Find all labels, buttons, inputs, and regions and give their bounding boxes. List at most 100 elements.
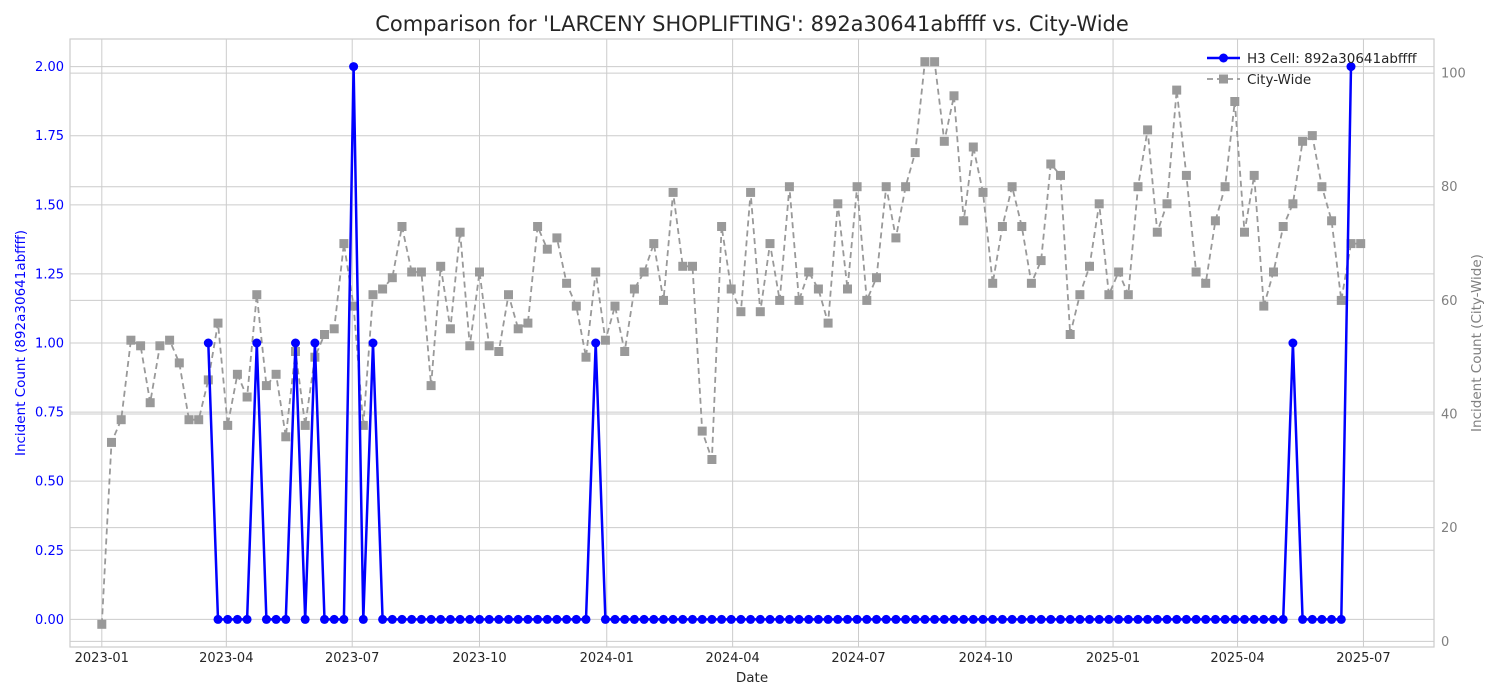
h3-series — [203, 62, 1356, 624]
h3-point — [562, 614, 572, 624]
city-wide-point — [387, 273, 397, 283]
city-wide-point — [281, 432, 291, 442]
h3-point — [523, 614, 533, 624]
city-wide-point — [1278, 222, 1288, 231]
h3-point — [881, 614, 891, 624]
city-wide-point — [843, 284, 852, 294]
city-wide-point — [1085, 261, 1094, 271]
h3-point — [368, 338, 378, 348]
h3-point — [639, 614, 649, 624]
h3-point — [533, 614, 543, 624]
h3-point — [1210, 614, 1220, 624]
city-wide-point — [639, 267, 649, 277]
h3-point — [223, 614, 233, 624]
h3-point — [1336, 614, 1346, 624]
h3-point — [629, 614, 639, 624]
h3-point — [581, 614, 591, 624]
h3-point — [901, 614, 911, 624]
city-wide-point — [697, 426, 707, 436]
city-wide-point — [1269, 267, 1278, 277]
h3-point — [1240, 614, 1249, 624]
city-wide-point — [1143, 125, 1153, 135]
city-wide-point — [107, 437, 116, 447]
h3-point — [1104, 614, 1114, 624]
h3-point — [949, 614, 959, 624]
city-wide-point — [475, 267, 484, 277]
city-wide-point — [775, 295, 785, 305]
h3-point — [1017, 614, 1027, 624]
h3-point — [397, 614, 407, 624]
city-wide-point — [1356, 239, 1366, 249]
city-wide-point — [504, 290, 513, 300]
city-wide-point — [571, 301, 581, 311]
city-wide-point — [165, 335, 175, 345]
h3-point — [707, 614, 717, 624]
city-wide-point — [1056, 170, 1065, 180]
city-wide-point — [145, 398, 155, 408]
h3-point — [310, 338, 320, 348]
city-wide-point — [349, 301, 359, 311]
h3-point — [1249, 614, 1259, 624]
h3-point — [1220, 614, 1230, 624]
h3-point — [1036, 614, 1046, 624]
x-tick-label: 2025-07 — [1336, 651, 1390, 666]
city-wide-point — [920, 57, 930, 67]
city-wide-point — [542, 244, 552, 254]
h3-point — [475, 614, 484, 624]
city-wide-point — [1123, 290, 1133, 300]
city-wide-point — [610, 301, 620, 311]
h3-point — [203, 338, 213, 348]
x-tick-label: 2025-04 — [1210, 651, 1264, 666]
h3-point — [920, 614, 930, 624]
h3-point — [291, 338, 300, 348]
city-wide-point — [1230, 97, 1240, 106]
city-wide-point — [184, 415, 194, 425]
city-wide-point — [688, 261, 697, 271]
city-wide-point — [629, 284, 639, 294]
city-wide-point — [300, 420, 310, 430]
y-right-tick-label: 100 — [1441, 67, 1466, 82]
city-wide-point — [823, 318, 833, 328]
h3-point — [1288, 338, 1298, 348]
y-left-tick-label: 2.00 — [35, 60, 64, 75]
h3-point — [1123, 614, 1133, 624]
h3-point — [320, 614, 329, 624]
h3-point — [872, 614, 881, 624]
city-wide-point — [1317, 182, 1327, 192]
city-wide-point — [465, 341, 475, 351]
city-wide-point — [213, 318, 223, 328]
h3-point — [542, 614, 552, 624]
h3-point — [484, 614, 494, 624]
tick-labels: 2023-01 2023-04 2023-07 2023-10 2024-01 2024-… — [35, 60, 1466, 666]
h3-point — [862, 614, 872, 624]
city-wide-point — [649, 239, 659, 249]
h3-point — [232, 614, 242, 624]
city-wide-point — [591, 267, 601, 277]
h3-point — [271, 614, 281, 624]
city-wide-point — [1181, 170, 1191, 180]
city-wide-point — [1346, 239, 1356, 249]
city-wide-point — [1133, 182, 1143, 192]
city-wide-point — [600, 335, 610, 345]
h3-point — [997, 614, 1007, 624]
city-wide-point — [930, 57, 940, 67]
h3-point — [726, 614, 736, 624]
h3-point — [1162, 614, 1172, 624]
city-wide-point — [223, 420, 233, 430]
city-wide-point — [378, 284, 388, 294]
h3-point — [1191, 614, 1201, 624]
h3-point — [813, 614, 823, 624]
h3-point — [1259, 614, 1269, 624]
h3-point — [513, 614, 523, 624]
city-wide-point — [484, 341, 494, 351]
city-wide-point — [562, 278, 572, 288]
city-wide-point — [678, 261, 688, 271]
h3-point — [600, 614, 610, 624]
h3-point — [978, 614, 988, 624]
city-wide-point — [1026, 278, 1036, 288]
city-wide-point — [726, 284, 736, 294]
city-wide-point — [813, 284, 823, 294]
h3-point — [659, 614, 668, 624]
h3-point — [765, 614, 775, 624]
h3-point — [1114, 614, 1124, 624]
